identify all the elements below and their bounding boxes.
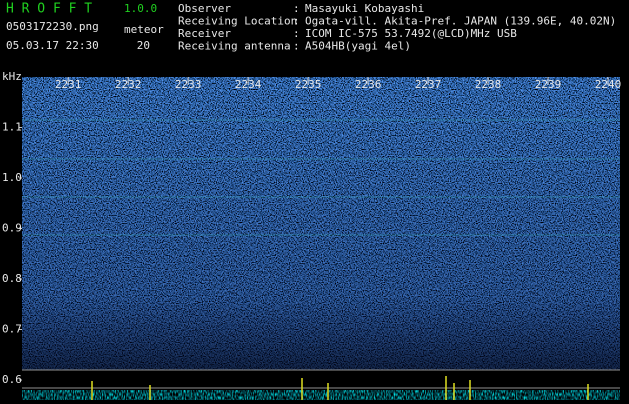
- info-sep: :: [293, 27, 300, 40]
- carrier-lines: [22, 119, 620, 236]
- x-tick-label: 2231: [55, 78, 82, 91]
- info-value: A504HB(yagi 4el): [305, 40, 411, 53]
- x-tick-label: 2237: [415, 78, 442, 91]
- y-tick-label: 1.0: [2, 171, 22, 184]
- info-value: Ogata-vill. Akita-Pref. JAPAN (139.96E, …: [305, 15, 616, 28]
- info-sep: :: [293, 40, 300, 53]
- y-axis-label: kHz: [2, 70, 22, 83]
- meteor-spikes: [91, 376, 589, 400]
- y-tick-label: 0.7: [2, 323, 22, 336]
- y-tick-label: 1.1: [2, 121, 22, 134]
- info-label: Observer: [178, 2, 231, 15]
- info-value: ICOM IC-575 53.7492(@LCD)MHz USB: [305, 27, 517, 40]
- spectrogram-shade: [22, 77, 620, 370]
- y-tick-label: 0.9: [2, 222, 22, 235]
- x-tick-label: 2235: [295, 78, 322, 91]
- y-tick-label: 0.6: [2, 373, 22, 386]
- datetime: 05.03.17 22:30: [6, 39, 99, 52]
- info-sep: :: [293, 15, 300, 28]
- file-name: 0503172230.png: [6, 20, 99, 33]
- count-noise: [22, 390, 620, 400]
- info-sep: :: [293, 2, 300, 15]
- y-tick-label: 0.8: [2, 272, 22, 285]
- info-label: Receiving Location: [178, 15, 297, 28]
- info-label: Receiver: [178, 27, 231, 40]
- x-tick-label: 2232: [115, 78, 142, 91]
- app-name: H R O F F T: [6, 2, 92, 17]
- x-tick-label: 2240: [595, 78, 622, 91]
- info-label: Receiving antenna: [178, 40, 291, 53]
- count-label: meteor: [124, 23, 164, 36]
- x-tick-label: 2239: [535, 78, 562, 91]
- x-tick-label: 2236: [355, 78, 382, 91]
- info-value: Masayuki Kobayashi: [305, 2, 424, 15]
- x-tick-label: 2238: [475, 78, 502, 91]
- x-tick-label: 2233: [175, 78, 202, 91]
- meteor-count: 20: [137, 39, 150, 52]
- app-version: 1.0.0: [124, 2, 157, 15]
- x-tick-label: 2234: [235, 78, 262, 91]
